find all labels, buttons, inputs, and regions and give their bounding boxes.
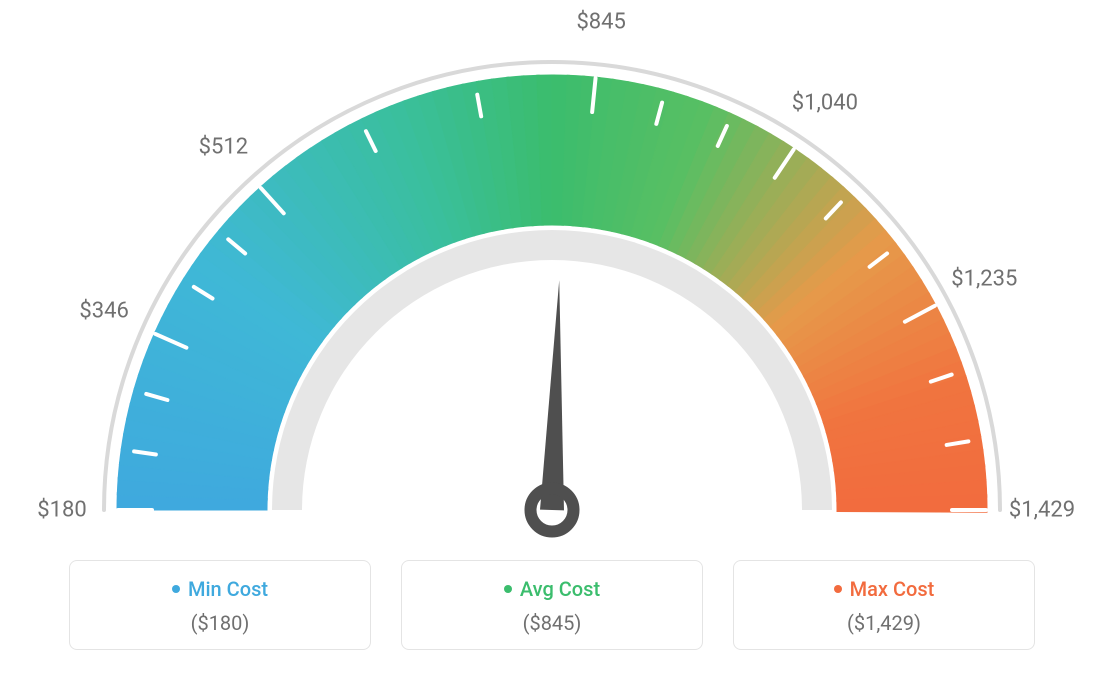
gauge-tick-label: $180 [37, 498, 86, 523]
dot-min-icon [172, 585, 180, 593]
legend-card-max: Max Cost ($1,429) [733, 560, 1035, 650]
gauge-chart: $180 $346 $512 $845 $1,040 $1,235 $1,429 [0, 0, 1104, 560]
legend-title-min-text: Min Cost [188, 577, 268, 601]
legend-value-max: ($1,429) [734, 611, 1034, 635]
legend-row: Min Cost ($180) Avg Cost ($845) Max Cost… [0, 560, 1104, 680]
dot-max-icon [834, 585, 842, 593]
legend-value-min: ($180) [70, 611, 370, 635]
gauge-tick-label: $1,040 [792, 91, 858, 116]
legend-value-avg: ($845) [402, 611, 702, 635]
gauge-tick-label: $1,235 [951, 267, 1017, 292]
gauge-tick-label: $346 [79, 299, 128, 324]
gauge-tick-label: $1,429 [1009, 498, 1075, 523]
gauge-tick-label: $512 [199, 134, 248, 159]
dot-avg-icon [504, 585, 512, 593]
legend-title-avg-text: Avg Cost [520, 577, 600, 601]
legend-title-avg: Avg Cost [402, 577, 702, 601]
legend-title-max-text: Max Cost [850, 577, 935, 601]
legend-card-avg: Avg Cost ($845) [401, 560, 703, 650]
legend-title-min: Min Cost [70, 577, 370, 601]
legend-title-max: Max Cost [734, 577, 1034, 601]
gauge-tick-label: $845 [576, 10, 625, 35]
legend-card-min: Min Cost ($180) [69, 560, 371, 650]
gauge-svg [0, 0, 1104, 560]
